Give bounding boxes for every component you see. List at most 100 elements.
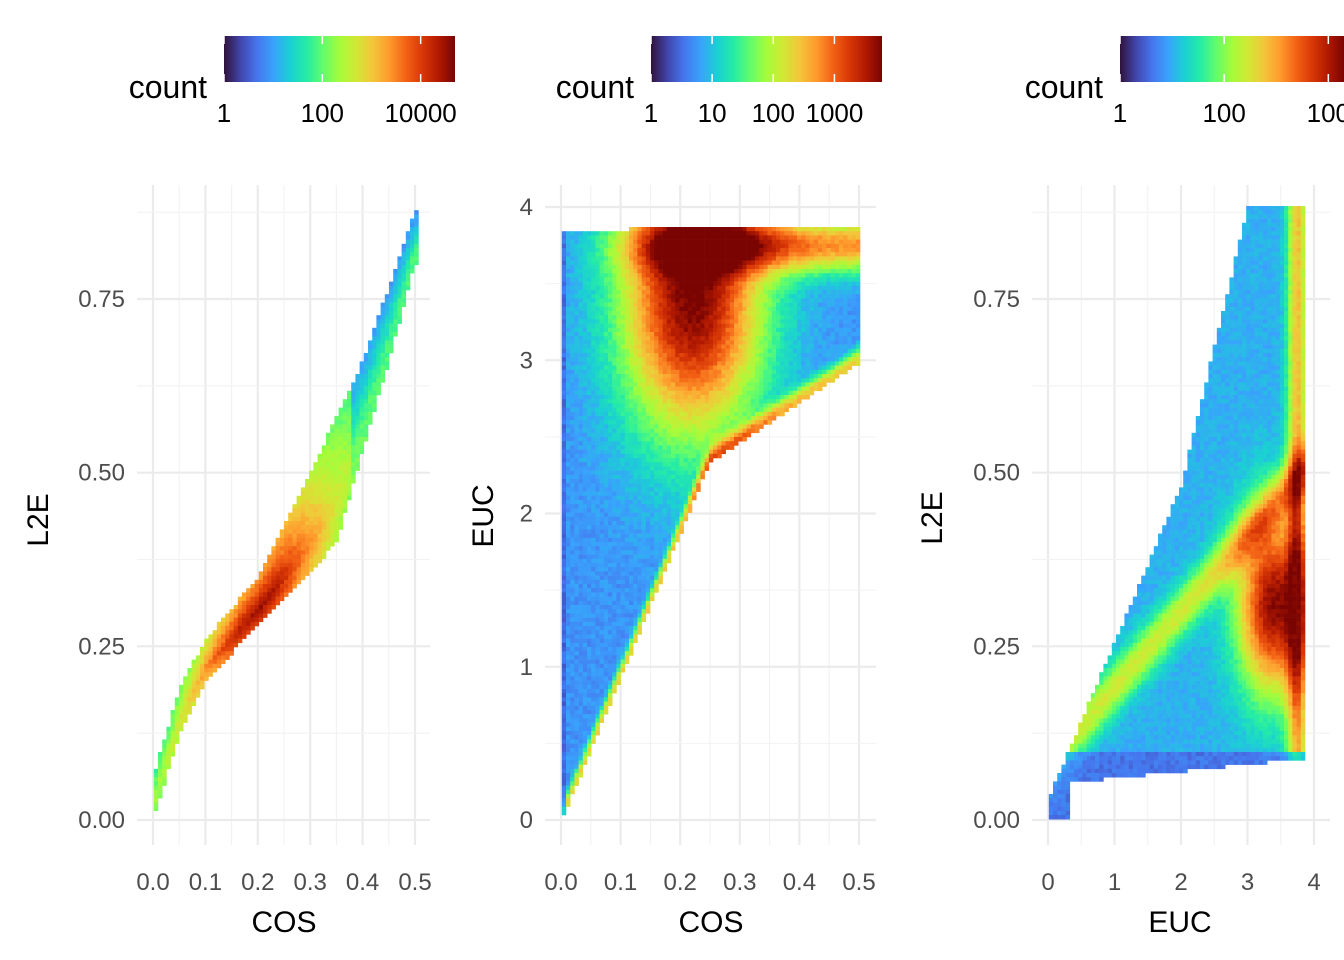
hexbin-cell: [629, 264, 634, 270]
hexbin-cell: [704, 466, 710, 471]
hexbin-cell: [645, 235, 651, 240]
hexbin-cell: [591, 336, 596, 341]
hexbin-cell: [612, 243, 617, 249]
hexbin-cell: [780, 281, 785, 287]
hexbin-cell: [566, 306, 571, 312]
hexbin-cell: [608, 500, 613, 505]
hexbin-cell: [633, 399, 638, 404]
hexbin-cell: [767, 319, 773, 324]
hexbin-cell: [187, 710, 192, 715]
hexbin-cell: [809, 248, 815, 253]
hexbin-cell: [708, 319, 714, 324]
hexbin-cell: [839, 327, 844, 333]
hexbin-cell: [351, 474, 356, 480]
hexbin-cell: [826, 340, 831, 345]
hexbin-cell: [616, 327, 621, 333]
hexbin-cell: [296, 512, 302, 518]
hexbin-cell: [788, 386, 794, 392]
hexbin-cell: [624, 340, 630, 345]
hexbin-cell: [368, 378, 373, 383]
hexbin-cell: [763, 256, 768, 261]
hexbin-cell: [801, 336, 806, 341]
hexbin-cell: [855, 290, 861, 295]
hexbin-cell: [561, 256, 567, 261]
hexbin-cell: [746, 227, 752, 232]
hexbin-cell: [603, 357, 609, 362]
hexbin-cell: [587, 382, 592, 387]
hexbin-cell: [637, 348, 642, 354]
hexbin-cell: [763, 336, 768, 341]
hexbin-cell: [708, 290, 714, 295]
hexbin-cell: [599, 231, 605, 236]
hexbin-cell: [704, 252, 710, 257]
hexbin-cell: [658, 437, 663, 442]
hexbin-cell: [309, 508, 314, 513]
hexbin-cell: [742, 243, 747, 249]
hexbin-cell: [599, 256, 605, 261]
hexbin-cell: [776, 411, 781, 417]
hexbin-cell: [687, 483, 693, 488]
hexbin-cell: [637, 369, 642, 375]
hexbin-cell: [330, 462, 335, 467]
hexbin-cell: [729, 294, 735, 299]
hexbin-cell: [658, 311, 663, 316]
hexbin-cell: [675, 243, 680, 249]
hexbin-cell: [363, 399, 369, 404]
hexbin-cell: [818, 369, 823, 375]
hexbin-cell: [204, 668, 209, 673]
hexbin-cell: [818, 386, 823, 392]
hexbin-cell: [267, 584, 272, 589]
hexbin-cell: [570, 332, 575, 337]
hexbin-cell: [359, 420, 365, 425]
hexbin-cell: [578, 260, 584, 266]
hexbin-cell: [355, 382, 360, 387]
hexbin-cell: [629, 424, 634, 429]
hexbin-cell: [830, 260, 836, 266]
hexbin-cell: [616, 260, 621, 266]
hexbin-cell: [326, 441, 331, 446]
hexbin-cell: [738, 269, 743, 274]
hexbin-cell: [566, 277, 571, 282]
hexbin-cell: [317, 458, 323, 463]
hexbin-cell: [696, 302, 701, 308]
hexbin-cell: [650, 420, 655, 425]
hexbin-cell: [309, 495, 314, 501]
hexbin-cell: [658, 470, 663, 476]
hexbin-cell: [700, 437, 705, 442]
hexbin-cell: [570, 462, 575, 467]
hexbin-cell: [595, 306, 600, 312]
hexbin-cell: [843, 340, 848, 345]
hexbin-cell: [372, 336, 377, 341]
hexbin-cell: [166, 735, 171, 740]
hexbin-cell: [603, 441, 609, 446]
hexbin-cell: [292, 516, 297, 522]
hexbin-cell: [158, 752, 163, 757]
hexbin-cell: [839, 248, 844, 253]
hexbin-cell: [734, 315, 739, 320]
hexbin-cell: [830, 365, 836, 371]
hexbin-cell: [851, 353, 857, 358]
hexbin-cell: [734, 336, 739, 341]
hexbin-cell: [780, 248, 785, 253]
grid: [137, 185, 430, 845]
hexbin-cell: [599, 323, 605, 329]
hexbin-cell: [721, 428, 726, 434]
hexbin-cell: [696, 281, 701, 287]
hexbin-cell: [771, 386, 777, 392]
hexbin-cell: [624, 491, 630, 497]
x-axis-title: COS: [251, 906, 316, 939]
hexbin-cell: [679, 365, 684, 371]
hexbin-cell: [591, 445, 596, 450]
hexbin-cell: [603, 252, 609, 257]
hexbin-cell: [591, 243, 596, 249]
hexbin-cell: [713, 285, 718, 291]
hexbin-cell: [650, 311, 655, 316]
hexbin-cell: [830, 302, 836, 308]
hexbin-cell: [317, 500, 323, 505]
hexbin-cell: [792, 227, 798, 232]
hexbin-cell: [725, 428, 731, 434]
hexbin-cell: [755, 285, 760, 291]
hexbin-cell: [633, 260, 638, 266]
hexbin-cell: [620, 311, 626, 316]
hexbin-cell: [401, 285, 407, 291]
